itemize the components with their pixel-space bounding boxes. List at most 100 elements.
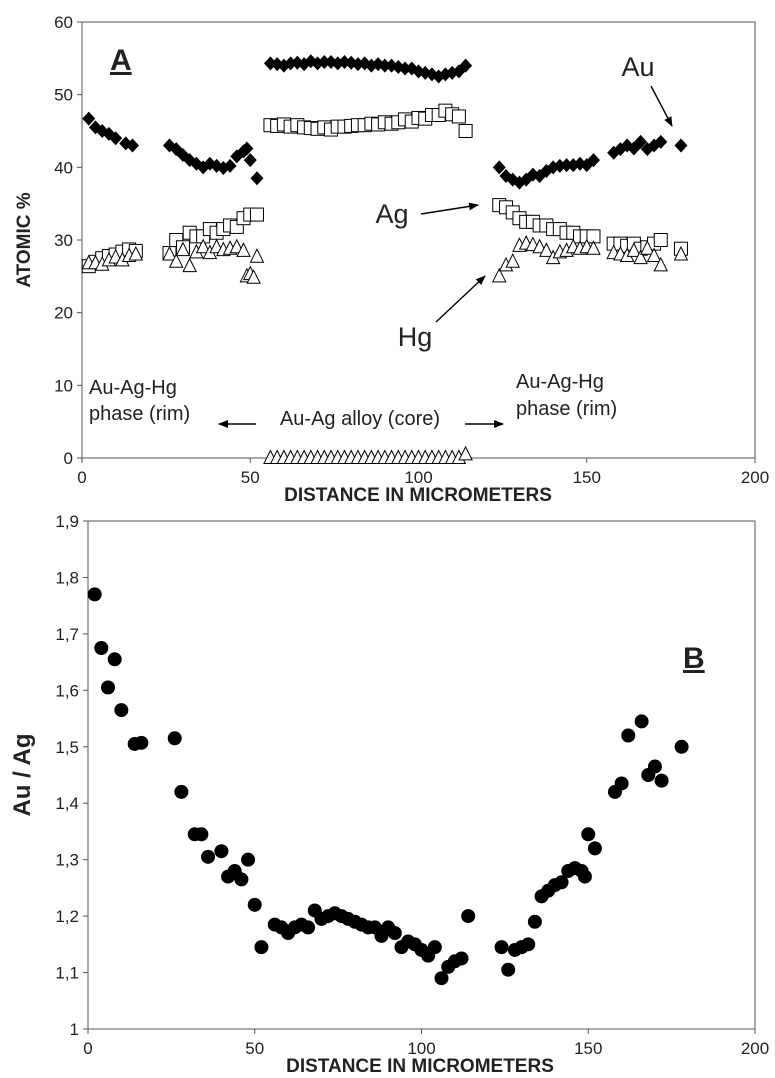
panel-b-x-axis: 0 50 100 150 200 [83, 1029, 769, 1058]
panel-b-y-axis-title: Au / Ag [9, 733, 36, 816]
panel-a-point-ag [451, 109, 466, 124]
panel-b-point-ratio [501, 962, 516, 977]
panel-a-point-hg [539, 242, 554, 257]
panel-a-chart: 0 10 20 30 40 50 60 0 50 100 150 200 A DISTANCE IN… [14, 13, 769, 506]
panel-b-point-ratio [301, 920, 316, 935]
panel-b-point-ratio [634, 714, 649, 729]
panel-b-point-ratio [387, 926, 402, 941]
panel-b-point-ratio [134, 735, 149, 750]
panel-b-x-tick-label: 150 [574, 1039, 602, 1058]
panel-a-x-tick-label: 0 [77, 468, 86, 487]
panel-a-point-hg [505, 253, 521, 268]
panel-a-x-tick-label: 50 [241, 468, 260, 487]
panel-b-y-axis: 1 1,1 1,2 1,3 1,4 1,5 1,6 1,7 1,8 1,9 [55, 512, 88, 1039]
panel-a-point-au [560, 158, 574, 173]
panel-a-point-hg [246, 269, 261, 284]
panel-a-point-au [223, 158, 237, 173]
annotation-left-phase-line1: Au-Ag-Hg [89, 377, 177, 399]
panel-b-x-axis-title: DISTANCE IN MICROMETERS [286, 1056, 554, 1077]
panel-a-point-hg [626, 242, 642, 257]
annotation-hg: Hg [398, 322, 433, 352]
arrow-au [650, 85, 673, 127]
panel-b-point-ratio [94, 641, 109, 655]
panel-b-y-tick-label: 1,2 [55, 907, 79, 926]
panel-a-point-ag [458, 124, 473, 138]
panel-b-y-tick-label: 1,4 [55, 794, 79, 813]
panel-b-point-ratio [87, 587, 102, 602]
panel-a-point-hg [640, 240, 655, 255]
arrow-ag [420, 202, 479, 215]
panel-a-point-ag [249, 207, 264, 222]
panel-b-point-ratio [201, 849, 216, 864]
panel-a-point-hg [646, 247, 662, 262]
panel-b-y-tick-label: 1,9 [55, 512, 79, 531]
panel-a-x-tick-label: 200 [741, 468, 769, 487]
annotation-left-phase-line2: phase (rim) [89, 403, 190, 425]
panel-b-x-tick-label: 200 [741, 1039, 769, 1058]
panel-a-x-axis-title: DISTANCE IN MICROMETERS [284, 485, 552, 506]
panel-b-y-tick-label: 1,6 [55, 681, 79, 700]
panel-b-point-ratio [674, 739, 689, 754]
panel-a-point-au [654, 134, 668, 149]
panel-b-point-ratio [527, 914, 542, 929]
panel-a-y-tick-label: 20 [54, 304, 73, 323]
annotation-ag: Ag [375, 199, 408, 229]
panel-b-y-tick-label: 1,5 [55, 738, 79, 757]
panel-b-point-ratio [621, 728, 636, 743]
panel-a-point-hg [673, 245, 689, 261]
panel-b-point-ratio [587, 841, 602, 856]
panel-b-point-ratio [614, 776, 629, 791]
panel-b-point-ratio [101, 680, 116, 695]
arrow-hg [435, 275, 486, 323]
panel-a-point-au [634, 134, 648, 149]
annotation-right-phase-line1: Au-Ag-Hg [516, 371, 604, 393]
panel-b-point-ratio [241, 852, 256, 867]
panel-a-point-hg [128, 245, 144, 261]
annotation-au: Au [621, 52, 654, 82]
panel-a-point-au [250, 171, 264, 186]
panel-a-data-points [81, 54, 689, 464]
panel-b-y-tick-label: 1,3 [55, 851, 79, 870]
panel-a-y-tick-label: 40 [54, 158, 73, 177]
panel-b-point-ratio [114, 703, 129, 718]
panel-b-y-tick-label: 1,7 [55, 625, 79, 644]
panel-a-y-tick-label: 0 [64, 449, 73, 468]
annotation-right-phase-line2: phase (rim) [516, 398, 617, 420]
panel-b-x-tick-label: 100 [407, 1039, 435, 1058]
panel-b-point-ratio [194, 827, 209, 842]
panel-b-point-ratio [647, 759, 662, 774]
panel-a-point-hg [162, 245, 177, 261]
panel-a-point-hg [249, 248, 265, 263]
panel-a-x-tick-label: 150 [573, 468, 601, 487]
panel-a-point-au [378, 58, 392, 73]
panel-a-point-ag [653, 233, 668, 247]
panel-b-point-ratio [254, 940, 269, 955]
panel-b-point-ratio [214, 844, 229, 859]
panel-a-y-tick-label: 30 [54, 231, 73, 250]
panel-b-point-ratio [174, 784, 189, 799]
panel-b-point-ratio [434, 971, 449, 986]
panel-a-point-hg [633, 249, 648, 265]
panel-a-point-hg [586, 240, 601, 255]
panel-a-y-tick-label: 10 [54, 376, 73, 395]
panel-a-point-hg [491, 267, 507, 283]
panel-b-point-ratio [454, 951, 469, 966]
panel-b-label: B [683, 642, 705, 675]
panel-b-chart: 1 1,1 1,2 1,3 1,4 1,5 1,6 1,7 1,8 1,9 0 50 100 150 20… [9, 512, 769, 1077]
panel-a-point-au [317, 54, 331, 69]
panel-a-point-au [586, 153, 600, 168]
panel-b-point-ratio [107, 652, 122, 667]
panel-a-point-au [674, 138, 688, 153]
panel-b-point-ratio [494, 940, 509, 955]
panel-a-point-hg [182, 257, 197, 273]
panel-b-point-ratio [654, 773, 669, 788]
panel-b-point-ratio [234, 872, 249, 887]
panel-a-point-au [492, 160, 506, 175]
panel-a-point-au [398, 61, 412, 76]
panel-a-y-axis: 0 10 20 30 40 50 60 [54, 13, 82, 468]
panel-b-point-ratio [461, 909, 476, 924]
panel-a-point-hg [236, 242, 251, 257]
panel-b-point-ratio [521, 937, 536, 952]
panel-b-point-ratio [581, 827, 596, 842]
panel-a-y-tick-label: 50 [54, 86, 73, 105]
